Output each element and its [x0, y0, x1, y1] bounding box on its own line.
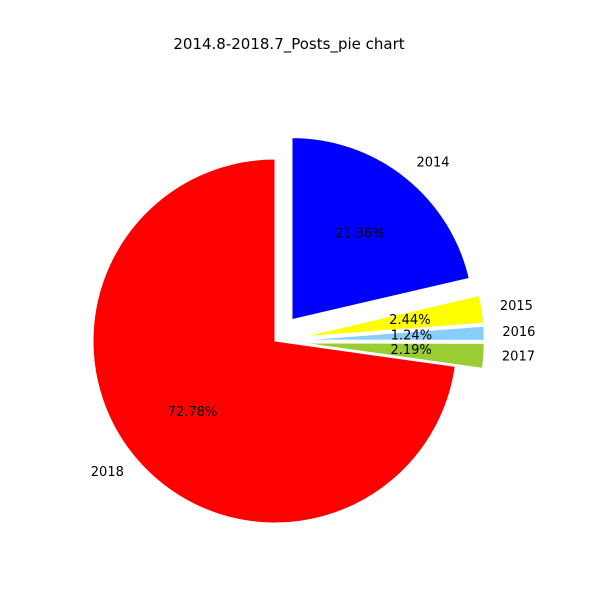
- slice-percent-2015: 2.44%: [389, 313, 430, 328]
- slice-percent-2014: 21.36%: [335, 227, 385, 242]
- pie-slice-2018: [92, 158, 456, 524]
- slice-label-2016: 2016: [502, 325, 535, 340]
- pie-slice-2016: [302, 325, 485, 341]
- pie-slice-2015: [301, 294, 485, 338]
- slice-label-2018: 2018: [91, 465, 124, 480]
- slice-label-2014: 2014: [416, 155, 449, 170]
- chart-title: 2014.8-2018.7_Posts_pie chart: [173, 35, 405, 53]
- slice-percent-2016: 1.24%: [391, 329, 432, 344]
- pie-slice-2014: [291, 137, 470, 321]
- pie-slice-2017: [302, 342, 485, 369]
- slice-percent-2018: 72.78%: [168, 405, 218, 420]
- slice-label-2017: 2017: [502, 350, 535, 365]
- slice-label-2015: 2015: [500, 299, 533, 314]
- slice-percent-2017: 2.19%: [390, 343, 431, 358]
